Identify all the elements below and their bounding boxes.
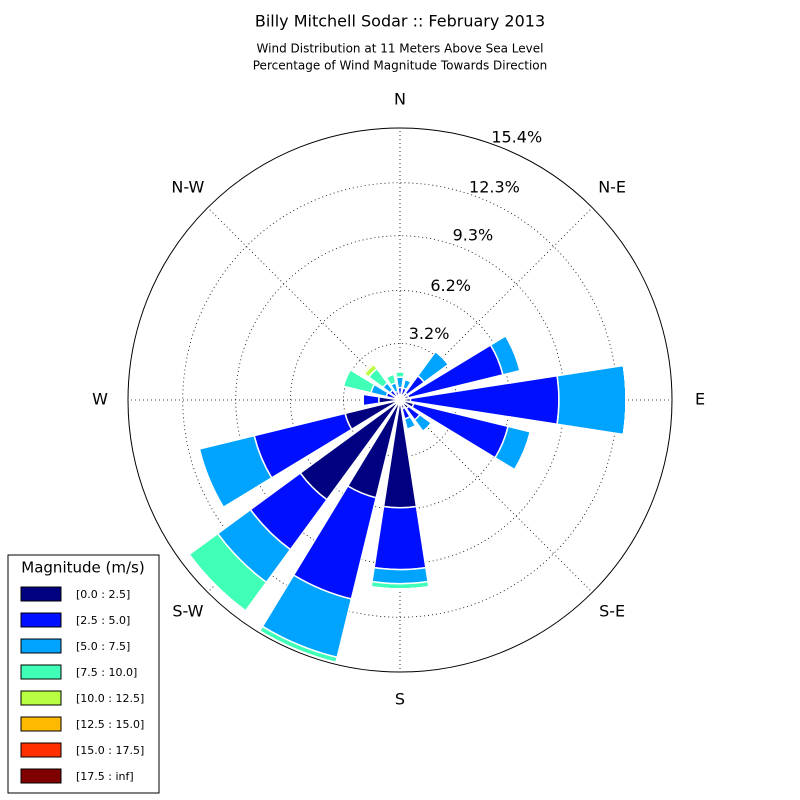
- radial-tick-label: 9.3%: [453, 226, 494, 245]
- angle-grid-line: [399, 207, 593, 401]
- wind-bar-segment: [514, 431, 532, 471]
- legend-title: Magnitude (m/s): [21, 559, 144, 577]
- angle-tick-label: W: [92, 390, 108, 409]
- legend-swatch: [20, 664, 62, 680]
- wind-bar-segment: [422, 422, 432, 432]
- legend-swatch: [20, 690, 62, 706]
- wind-bar-segment: [362, 362, 374, 374]
- legend-swatch: [20, 742, 62, 758]
- legend-swatch: [20, 768, 62, 784]
- angle-grid-line: [399, 399, 593, 593]
- legend-swatch: [20, 716, 62, 732]
- legend-label: [2.5 : 5.0]: [76, 614, 130, 627]
- chart-subtitle: Wind Distribution at 11 Meters Above Sea…: [257, 42, 544, 56]
- angle-tick-label: N-E: [598, 177, 626, 196]
- legend-label: [0.0 : 2.5]: [76, 588, 130, 601]
- wind-bar-segment: [622, 365, 627, 435]
- wind-bar-segment: [385, 373, 394, 379]
- legend-label: [15.0 : 17.5]: [76, 744, 144, 757]
- angle-tick-label: E: [695, 390, 705, 409]
- chart-title: Billy Mitchell Sodar :: February 2013: [255, 12, 545, 31]
- legend-label: [10.0 : 12.5]: [76, 692, 144, 705]
- wind-bar-segment: [371, 566, 429, 585]
- radial-tick-label: 12.3%: [469, 177, 520, 196]
- legend-label: [7.5 : 10.0]: [76, 666, 137, 679]
- radial-tick-label: 15.4%: [491, 127, 542, 146]
- wind-bar-segment: [188, 554, 246, 612]
- angle-tick-label: N: [394, 90, 406, 109]
- radial-tick-label: 6.2%: [430, 276, 471, 295]
- chart-subtitle: Percentage of Wind Magnitude Towards Dir…: [253, 59, 547, 73]
- wind-bar-segment: [373, 505, 427, 571]
- legend-swatch: [20, 586, 62, 602]
- angle-tick-label: S: [395, 690, 405, 709]
- angle-tick-label: S-E: [599, 602, 625, 621]
- legend-swatch: [20, 638, 62, 654]
- angle-grid-line: [207, 207, 401, 401]
- wind-bar-segment: [395, 376, 405, 389]
- legend-label: [17.5 : inf]: [76, 770, 134, 783]
- outer-circle: [127, 127, 673, 673]
- angle-tick-label: N-W: [171, 177, 204, 196]
- legend-label: [12.5 : 15.0]: [76, 718, 144, 731]
- wind-bar-segment: [362, 393, 380, 407]
- wind-bar-segment: [556, 364, 627, 436]
- radial-tick-label: 3.2%: [409, 324, 450, 343]
- legend-label: [5.0 : 7.5]: [76, 640, 130, 653]
- wind-bar-segment: [404, 378, 412, 383]
- angle-tick-label: S-W: [172, 602, 203, 621]
- legend-swatch: [20, 612, 62, 628]
